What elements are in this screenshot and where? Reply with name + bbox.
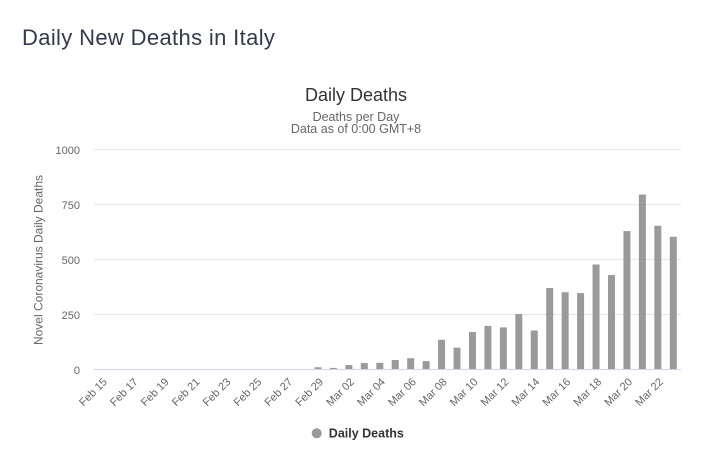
svg-text:Data as of 0:00 GMT+8: Data as of 0:00 GMT+8 <box>291 122 421 136</box>
svg-text:Feb 23: Feb 23 <box>201 376 234 409</box>
svg-text:Feb 27: Feb 27 <box>263 376 296 409</box>
svg-text:0: 0 <box>74 365 80 377</box>
svg-text:Mar 18: Mar 18 <box>571 376 604 409</box>
svg-text:1000: 1000 <box>56 145 80 157</box>
svg-text:Mar 22: Mar 22 <box>633 376 666 409</box>
svg-text:750: 750 <box>62 200 80 212</box>
svg-text:Mar 16: Mar 16 <box>541 376 574 409</box>
svg-text:Feb 25: Feb 25 <box>232 376 265 409</box>
svg-text:Feb 17: Feb 17 <box>108 376 141 409</box>
svg-text:Feb 21: Feb 21 <box>170 376 203 409</box>
svg-text:Feb 29: Feb 29 <box>293 376 326 409</box>
svg-text:Mar 02: Mar 02 <box>324 376 357 409</box>
svg-text:Mar 04: Mar 04 <box>355 376 388 409</box>
svg-text:500: 500 <box>62 255 80 267</box>
svg-text:250: 250 <box>62 310 80 322</box>
svg-text:Mar 20: Mar 20 <box>602 376 635 409</box>
svg-text:Feb 19: Feb 19 <box>139 376 172 409</box>
svg-text:Deaths per Day: Deaths per Day <box>313 110 401 124</box>
svg-text:Feb 15: Feb 15 <box>77 376 110 409</box>
svg-text:Daily Deaths: Daily Deaths <box>329 426 404 440</box>
svg-text:Mar 06: Mar 06 <box>386 376 419 409</box>
svg-text:Novel Coronavirus Daily Deaths: Novel Coronavirus Daily Deaths <box>32 175 46 345</box>
svg-text:Mar 08: Mar 08 <box>417 376 450 409</box>
svg-text:Mar 14: Mar 14 <box>510 376 543 409</box>
svg-text:Mar 12: Mar 12 <box>479 376 512 409</box>
svg-text:Mar 10: Mar 10 <box>448 376 481 409</box>
svg-text:Daily Deaths: Daily Deaths <box>305 85 407 105</box>
